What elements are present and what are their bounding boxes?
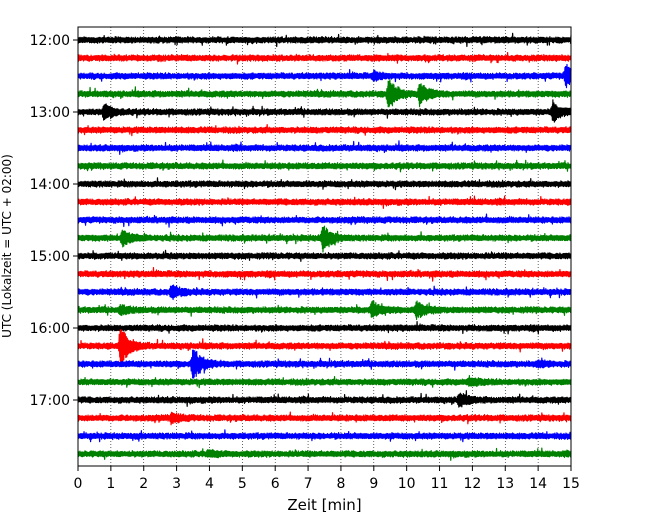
trace-1330 (77, 140, 572, 155)
x-tick-label: 11 (431, 476, 449, 492)
trace-1445 (77, 225, 572, 253)
x-tick-label: 7 (304, 476, 313, 492)
y-axis-label: UTC (Lokalzeit = UTC + 02:00) (0, 154, 14, 338)
trace-1415 (77, 195, 572, 209)
trace-1615 (77, 329, 572, 366)
trace-1400 (77, 177, 572, 191)
trace-1530 (77, 284, 572, 301)
x-tick-label: 3 (172, 476, 181, 492)
trace-1545 (77, 300, 572, 321)
trace-line (77, 195, 572, 209)
trace-line (77, 300, 572, 321)
trace-line (77, 350, 572, 379)
y-tick-label: 15:00 (30, 249, 70, 265)
trace-line (77, 284, 572, 301)
trace-1600 (77, 321, 572, 335)
trace-1345 (77, 159, 572, 173)
x-tick-label: 15 (562, 476, 580, 492)
trace-1715 (77, 411, 572, 426)
x-tick-label: 5 (238, 476, 247, 492)
trace-line (77, 249, 572, 262)
trace-1300 (77, 99, 572, 123)
trace-line (77, 99, 572, 123)
trace-1515 (77, 267, 572, 282)
trace-1230 (77, 63, 572, 89)
x-tick-label: 14 (529, 476, 547, 492)
trace-1730 (77, 429, 572, 443)
trace-line (77, 63, 572, 89)
trace-1630 (77, 349, 572, 379)
x-tick-label: 1 (106, 476, 115, 492)
y-tick-label: 16:00 (30, 321, 70, 337)
x-tick-label: 12 (463, 476, 481, 492)
trace-1745 (77, 447, 572, 461)
y-axis-ticks: 12:00 13:00 14:00 15:00 16:00 17:00 (30, 33, 78, 409)
trace-1500 (77, 249, 572, 262)
x-axis-ticks: 0 1 2 3 4 5 6 7 8 9 10 11 12 13 14 15 (74, 466, 580, 492)
trace-line (77, 225, 572, 253)
y-tick-label: 13:00 (30, 105, 70, 121)
y-tick-label: 17:00 (30, 393, 70, 409)
x-tick-label: 9 (369, 476, 378, 492)
x-tick-label: 10 (398, 476, 416, 492)
trace-1245 (77, 78, 572, 108)
trace-1430 (77, 213, 572, 228)
trace-line (77, 78, 572, 108)
seismogram-traces (77, 32, 572, 461)
y-tick-label: 14:00 (30, 177, 70, 193)
trace-line (77, 321, 572, 335)
x-axis-label: Zeit [min] (287, 496, 361, 514)
trace-line (77, 429, 572, 443)
x-tick-label: 4 (205, 476, 214, 492)
trace-line (77, 51, 572, 65)
trace-line (77, 32, 572, 48)
x-tick-label: 0 (74, 476, 83, 492)
trace-1700 (77, 390, 572, 408)
trace-line (77, 159, 572, 173)
trace-1645 (77, 374, 572, 389)
trace-line (77, 447, 572, 461)
trace-line (77, 213, 572, 228)
trace-1200 (77, 32, 572, 48)
trace-line (77, 374, 572, 389)
y-tick-label: 12:00 (30, 33, 70, 49)
plot-frame (77, 26, 572, 467)
x-tick-label: 13 (496, 476, 514, 492)
trace-line (77, 390, 572, 408)
trace-line (77, 124, 572, 137)
trace-line (77, 177, 572, 191)
trace-line (77, 267, 572, 282)
trace-1315 (77, 124, 572, 137)
vertical-grid (110, 27, 539, 466)
trace-line (77, 331, 572, 366)
x-tick-label: 6 (271, 476, 280, 492)
trace-1215 (77, 51, 572, 65)
trace-line (77, 411, 572, 426)
x-tick-label: 8 (336, 476, 345, 492)
x-tick-label: 2 (139, 476, 148, 492)
trace-line (77, 140, 572, 155)
